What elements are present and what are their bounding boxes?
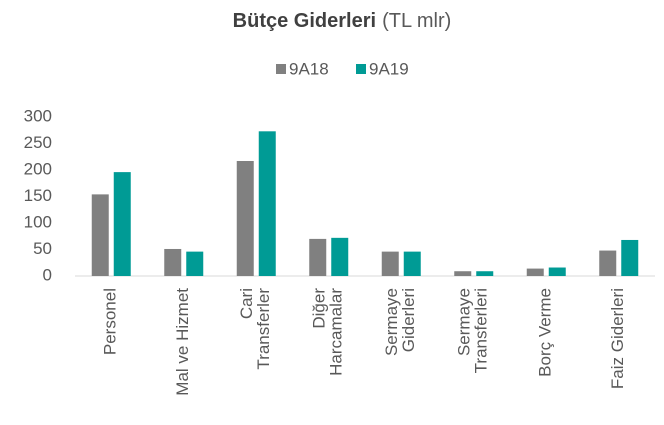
y-tick-label: 100 [24,212,52,231]
x-tick-label: Harcamalar [327,288,346,376]
bar [526,268,544,276]
x-tick-label: Personel [101,288,120,355]
y-tick-label: 300 [24,106,52,125]
chart-title: Bütçe Giderleri (TL mlr) [233,10,452,32]
title-unit: (TL mlr) [382,10,451,32]
bar [548,267,566,276]
legend-swatch [356,64,366,74]
bar [599,250,617,276]
bar [236,160,254,276]
x-tick-label: Cari [237,288,256,319]
x-tick-label: Transferleri [472,288,491,373]
bar [91,194,109,276]
y-tick-label: 150 [24,186,52,205]
bar [186,251,204,276]
title-main: Bütçe Giderleri [233,10,376,32]
bar [164,248,182,276]
x-tick-label: Sermaye [382,288,401,356]
x-tick-label: Mal ve Hizmet [173,288,192,396]
bar [309,238,327,276]
x-tick-label: Borç Verme [536,288,555,377]
y-tick-label: 200 [24,159,52,178]
bar [113,172,131,276]
bar [258,131,276,276]
x-tick-label: Faiz Giderleri [608,288,627,389]
bar [331,237,349,276]
bar [621,239,639,276]
bar [381,251,399,276]
bar [403,251,421,276]
x-tick-label: Sermaye [455,288,474,356]
y-tick-label: 0 [43,265,52,284]
bar [454,271,472,276]
legend-swatch [276,64,286,74]
bar [476,271,494,276]
legend-label: 9A18 [289,59,329,78]
y-tick-label: 50 [33,239,52,258]
x-tick-label: Transferler [254,288,273,370]
y-tick-label: 250 [24,133,52,152]
legend-label: 9A19 [369,59,409,78]
x-tick-label: Diğer [310,288,329,329]
x-tick-label: Giderleri [399,288,418,352]
